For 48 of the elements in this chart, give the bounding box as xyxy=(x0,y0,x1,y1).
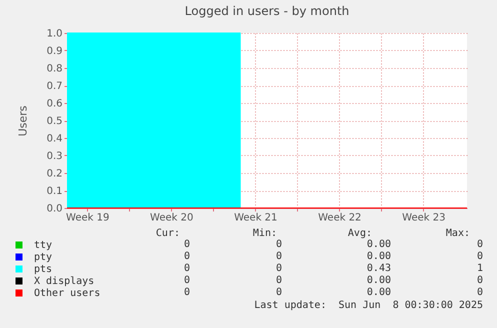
text: 0 xyxy=(184,239,190,251)
x-tick-label: Week 19 xyxy=(66,212,110,224)
text: Min: xyxy=(252,228,277,240)
text: Last update: Sun Jun 8 00:30:00 2025 xyxy=(254,300,483,312)
text: Cur: xyxy=(156,228,180,240)
y-tick-label: 0.0 xyxy=(46,204,62,214)
text: 0 xyxy=(276,263,282,275)
legend-label: pty xyxy=(34,252,52,263)
text: 0 xyxy=(476,239,483,251)
text: Avg: xyxy=(348,228,372,240)
y-tick-label: 0.8 xyxy=(46,64,62,74)
text: 0 xyxy=(276,239,282,251)
text: 0 xyxy=(476,275,483,287)
legend-label: Other users xyxy=(34,288,100,299)
legend-label: tty xyxy=(34,240,52,251)
y-tick-label: 0.5 xyxy=(46,116,62,127)
x-tick-label: Week 23 xyxy=(402,212,446,224)
text: 0 xyxy=(184,251,190,263)
text: 0 xyxy=(184,275,190,287)
x-tick-label: Week 22 xyxy=(318,212,362,224)
text: 0.00 xyxy=(366,251,391,263)
text: 0.00 xyxy=(366,287,391,299)
y-tick-label: 0.4 xyxy=(46,134,62,144)
text: 0 xyxy=(276,287,282,299)
text: Max: xyxy=(446,228,470,240)
x-tick-label: Week 20 xyxy=(150,212,194,224)
text: 0 xyxy=(476,251,483,263)
y-tick-label: 0.3 xyxy=(46,151,62,162)
legend-label: X displays xyxy=(34,276,94,287)
y-tick-label: 0.9 xyxy=(46,46,62,57)
text: 0.43 xyxy=(366,263,391,275)
text: 0 xyxy=(184,287,190,299)
text: 1 xyxy=(476,263,483,275)
y-tick-label: 0.1 xyxy=(46,186,62,197)
x-tick-label: Week 21 xyxy=(234,212,278,224)
y-tick-label: 0.7 xyxy=(46,81,62,92)
text: 0.00 xyxy=(366,239,391,251)
y-axis-title: Users xyxy=(16,105,30,136)
text: 0 xyxy=(276,275,282,287)
chart-title: Logged in users - by month xyxy=(184,4,350,18)
text: 0 xyxy=(184,263,190,275)
text: 0 xyxy=(276,251,282,263)
text: 0.00 xyxy=(366,275,391,287)
y-tick-label: 0.2 xyxy=(46,168,62,180)
y-tick-label: 1.0 xyxy=(46,28,62,40)
y-tick-label: 0.6 xyxy=(46,98,62,110)
text: 0 xyxy=(476,287,483,299)
legend-label: pts xyxy=(34,264,52,275)
